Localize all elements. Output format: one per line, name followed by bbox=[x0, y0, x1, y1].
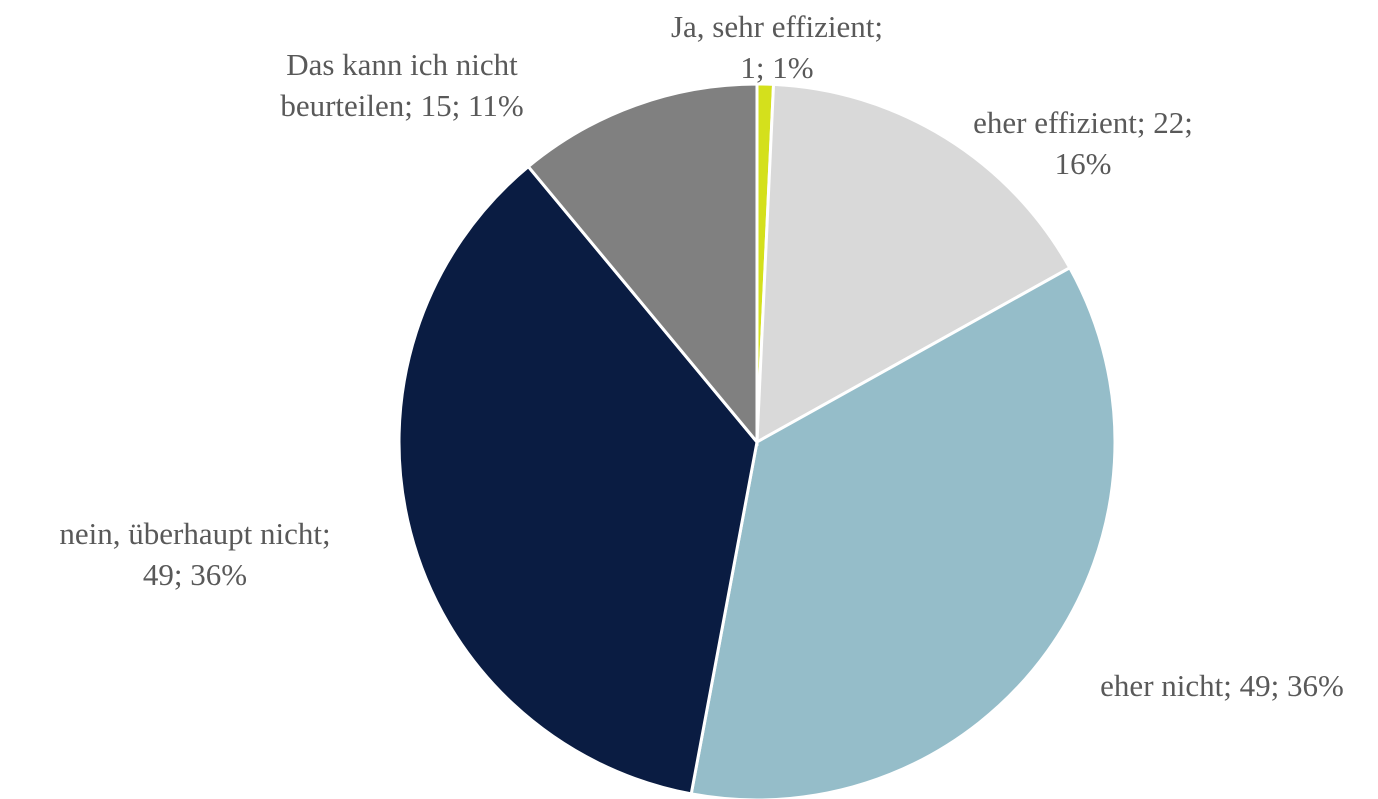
data-label: nein, überhaupt nicht; bbox=[59, 516, 330, 551]
data-label: 1; 1% bbox=[740, 50, 813, 85]
pie-slice bbox=[397, 164, 759, 796]
data-label: Ja, sehr effizient; bbox=[671, 9, 883, 44]
data-label: Das kann ich nicht bbox=[286, 47, 518, 82]
pie-slice bbox=[526, 82, 759, 447]
pie-slice bbox=[689, 265, 1117, 799]
data-label: 49; 36% bbox=[143, 557, 247, 592]
data-label: eher nicht; 49; 36% bbox=[1100, 668, 1344, 703]
data-label: 16% bbox=[1055, 146, 1112, 181]
data-label: beurteilen; 15; 11% bbox=[280, 88, 523, 123]
pie-slice bbox=[755, 82, 1072, 445]
data-label: eher effizient; 22; bbox=[973, 105, 1193, 140]
